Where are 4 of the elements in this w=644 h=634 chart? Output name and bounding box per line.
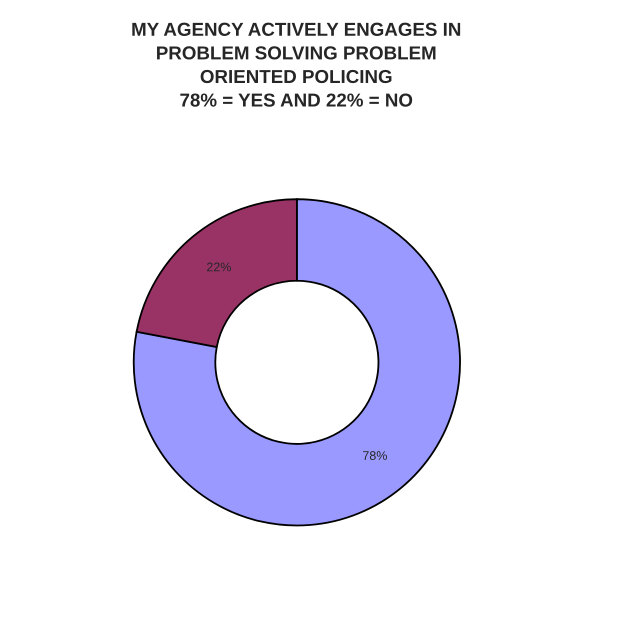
donut-slice	[132, 198, 461, 526]
chart-title: MY AGENCY ACTIVELY ENGAGES IN PROBLEM SOLVING PROBLEM ORIENTED POLICING 78% = YES AND 22% = NO	[132, 22, 460, 107]
data-label: 78%	[363, 451, 387, 460]
data-label: 22%	[207, 262, 231, 272]
